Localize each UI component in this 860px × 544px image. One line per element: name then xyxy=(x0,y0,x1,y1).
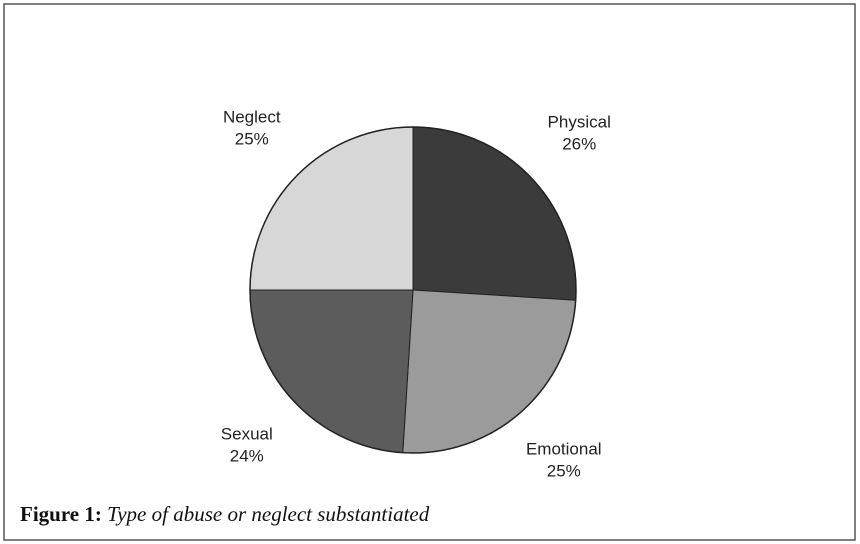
slice-value: 24% xyxy=(230,447,264,466)
caption: Figure 1: Type of abuse or neglect subst… xyxy=(20,502,430,526)
pie-outline xyxy=(249,126,577,454)
pie-slice xyxy=(412,126,577,301)
slice-value: 26% xyxy=(562,134,596,153)
caption-text: Type of abuse or neglect substantiated xyxy=(107,502,430,526)
slice-label: Neglect xyxy=(223,107,281,126)
pie-slice xyxy=(249,126,414,291)
caption-label: Figure 1: xyxy=(20,502,102,526)
pie-slice xyxy=(249,289,414,454)
slice-label: Physical xyxy=(548,112,611,131)
pie-slice xyxy=(402,289,577,454)
slice-label: Emotional xyxy=(526,440,602,459)
slice-value: 25% xyxy=(235,129,269,148)
frame xyxy=(3,3,856,541)
slice-label: Sexual xyxy=(221,425,273,444)
slice-value: 25% xyxy=(547,462,581,481)
